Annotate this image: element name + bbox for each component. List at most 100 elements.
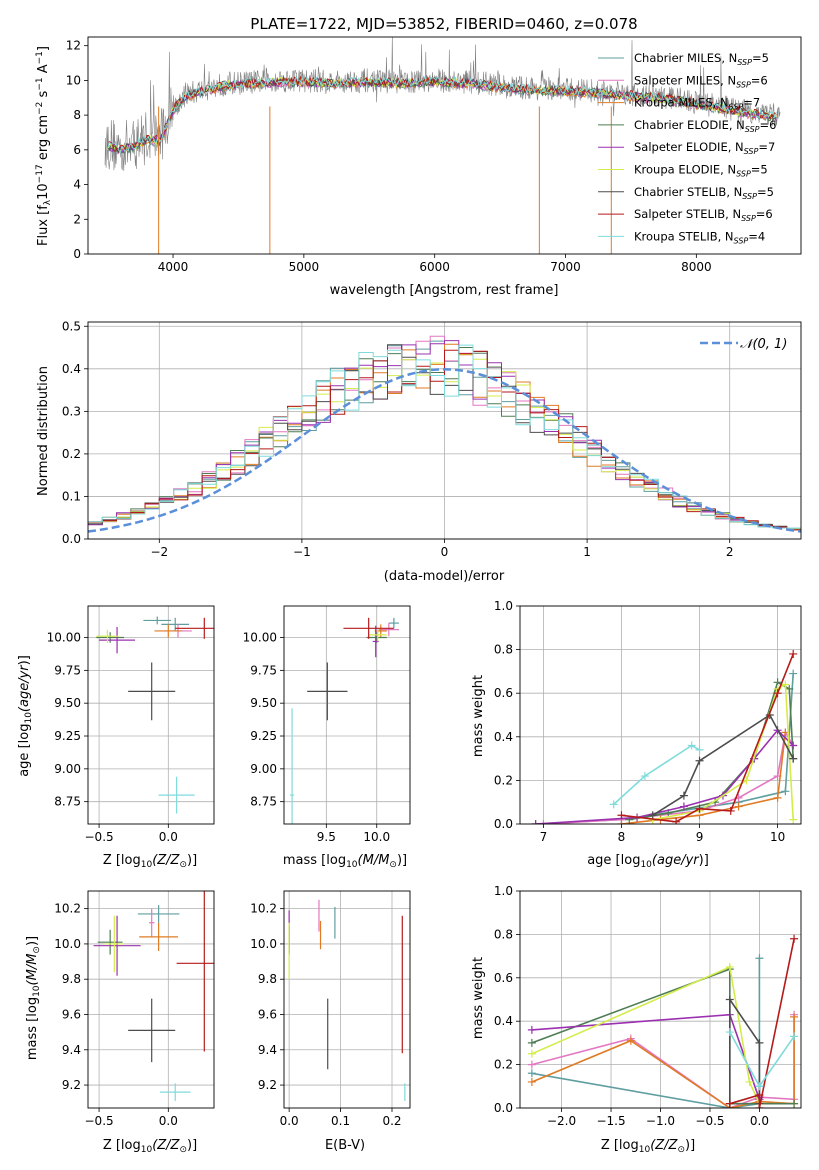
- weight-z-xlabel: Z [log10(Z/Z⊙)]: [601, 1138, 695, 1155]
- legend-label: Kroupa MILES, NSSP=7: [634, 96, 760, 112]
- y-tick-label: 9.8: [62, 972, 81, 986]
- histogram-xlabel: (data-model)/error: [384, 569, 505, 584]
- mass-weight-marker: [679, 802, 688, 811]
- age-mass-xlabel: mass [log10(M/M⊙)]: [283, 853, 407, 870]
- mass-weight-marker: [790, 1099, 799, 1108]
- mass-weight-marker: [617, 811, 626, 820]
- x-tick-label: 1: [583, 545, 591, 559]
- x-tick-label: 0.0: [159, 1114, 178, 1128]
- mass-weight-marker: [687, 741, 696, 750]
- x-tick-label: 9.5: [317, 830, 336, 844]
- y-tick-label: 10.2: [250, 902, 277, 916]
- mass-weight-marker: [539, 820, 548, 824]
- mass-weight-line: [531, 958, 761, 1108]
- x-tick-label: 8000: [681, 260, 712, 274]
- mass-weight-marker: [789, 815, 798, 824]
- mass-weight-marker: [626, 1036, 635, 1045]
- legend-label: Kroupa STELIB, NSSP=4: [634, 229, 765, 245]
- y-tick-label: 8.75: [54, 795, 81, 809]
- y-tick-label: 9.50: [250, 696, 277, 710]
- y-tick-label: 10.0: [250, 937, 277, 951]
- y-tick-label: 0.0: [494, 817, 513, 831]
- x-tick-label: −0.5: [85, 1114, 114, 1128]
- spectrum-panel: 4000 5000 6000 7000 8000 0 2 4 6 8 10 12 Chabrier MI…: [66, 36, 802, 274]
- axes-frame: [87, 890, 215, 1109]
- y-tick-label: 9.00: [250, 762, 277, 776]
- errorbar-point: [99, 627, 136, 654]
- mass-weight-marker: [695, 745, 704, 754]
- normal-pdf-curve: [88, 368, 801, 533]
- y-tick-label: 0.8: [494, 643, 513, 657]
- x-tick-label: 6000: [419, 260, 450, 274]
- errorbar-point: [307, 662, 348, 721]
- mass-weight-marker: [695, 804, 704, 813]
- y-tick-label: 9.6: [258, 1007, 277, 1021]
- y-tick-label: 1.0: [494, 884, 513, 898]
- mass-weight-line: [652, 713, 794, 816]
- plot-area: [531, 649, 798, 824]
- errorbar-point: [160, 1083, 191, 1101]
- x-tick-label: −1: [293, 545, 311, 559]
- y-tick-label: 9.2: [258, 1078, 277, 1092]
- x-tick-label: −2: [150, 545, 168, 559]
- weight-vs-metallicity-panel: −2.0 −1.5 −1.0 −0.5 0.0 0.0 0.2 0.4 0.6 0.8 1.0: [494, 884, 802, 1128]
- axes-frame: [87, 36, 802, 255]
- model-spectrum-line: [107, 74, 777, 154]
- y-tick-label: 10.00: [47, 631, 81, 645]
- errorbar-point: [97, 929, 123, 955]
- errorbar-point: [96, 629, 119, 643]
- mass-weight-marker: [790, 934, 799, 943]
- y-tick-label: 4: [73, 178, 81, 192]
- errorbar-point: [176, 891, 214, 1052]
- x-tick-label: 0.0: [159, 830, 178, 844]
- mass-weight-marker: [745, 1077, 754, 1086]
- mass-weight-marker: [785, 684, 794, 693]
- x-tick-label: −0.5: [695, 1114, 724, 1128]
- mass-weight-marker: [789, 741, 798, 750]
- legend-label: Chabrier MILES, NSSP=5: [634, 51, 769, 67]
- mass-weight-marker: [725, 995, 734, 1004]
- x-tick-label: −1.0: [646, 1114, 675, 1128]
- mass-z-ylabel: mass [log10(M/M⊙)]: [25, 936, 42, 1060]
- errorbar-point: [96, 632, 124, 643]
- mass-weight-line: [621, 653, 794, 823]
- axes-frame: [283, 605, 411, 825]
- weight-z-ylabel: mass weight: [471, 957, 486, 1039]
- histogram-step-line: [88, 344, 801, 529]
- y-tick-label: 9.50: [54, 696, 81, 710]
- mass-weight-line: [535, 729, 794, 824]
- x-tick-label: 4000: [158, 260, 189, 274]
- mass-weight-marker: [725, 962, 734, 971]
- x-tick-label: 0.0: [750, 1114, 769, 1128]
- errorbar-point: [378, 623, 399, 637]
- legend-label: 𝒩(0, 1): [740, 337, 787, 352]
- legend-label: Salpeter STELIB, NSSP=6: [634, 207, 773, 223]
- y-tick-label: 0.5: [62, 319, 81, 333]
- plot-area: [88, 335, 801, 533]
- mass-weight-marker: [527, 1038, 536, 1047]
- y-tick-label: 0.2: [494, 1058, 513, 1072]
- y-tick-label: 10.0: [54, 937, 81, 951]
- mass-weight-line: [729, 938, 795, 1108]
- y-tick-label: 0.6: [494, 971, 513, 985]
- y-tick-label: 10.00: [243, 631, 277, 645]
- mass-weight-marker: [527, 1025, 536, 1034]
- errorbar-point: [154, 624, 183, 638]
- mass-weight-marker: [527, 1060, 536, 1069]
- mass-weight-marker: [734, 802, 743, 811]
- y-tick-label: 10: [66, 73, 81, 87]
- legend-label: Kroupa ELODIE, NSSP=5: [634, 163, 768, 179]
- y-tick-label: 0.2: [494, 773, 513, 787]
- y-tick-label: 9.8: [258, 972, 277, 986]
- y-tick-label: 9.75: [250, 663, 277, 677]
- x-tick-label: −0.5: [85, 830, 114, 844]
- axes-frame: [87, 605, 215, 825]
- plot-area: [288, 899, 406, 1101]
- mass-weight-marker: [527, 1069, 536, 1078]
- mass-weight-marker: [755, 954, 764, 963]
- mass-weight-marker: [755, 1104, 764, 1108]
- errorbar-point: [368, 628, 387, 642]
- spectrum-legend: Chabrier MILES, NSSP=5 Salpeter MILES, NS…: [598, 51, 776, 245]
- errorbar-point: [137, 905, 180, 923]
